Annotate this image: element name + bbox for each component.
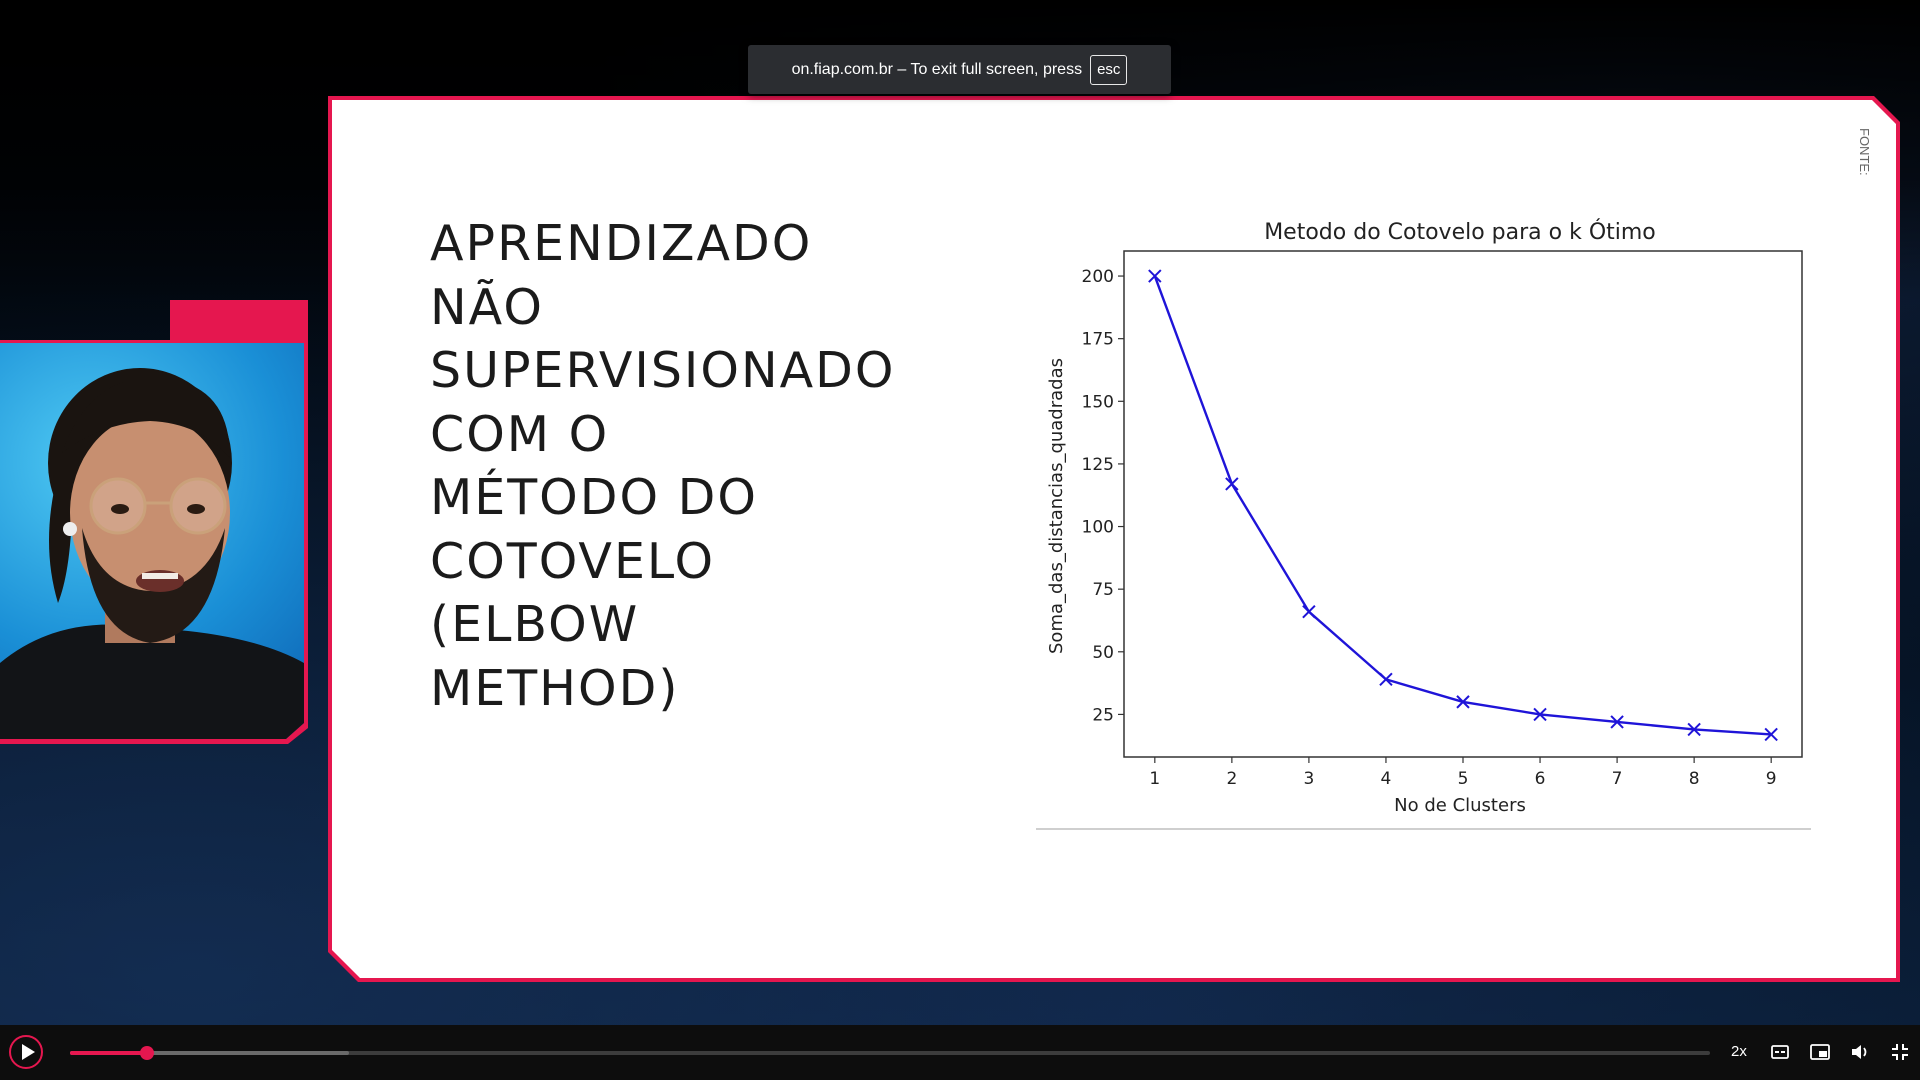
chart-underline: [1036, 828, 1811, 830]
progress-played: [70, 1051, 148, 1055]
fullscreen-notice-text: on.fiap.com.br – To exit full screen, pr…: [791, 60, 1083, 78]
progress-buffered: [70, 1051, 349, 1055]
y-tick-label: 200: [1082, 267, 1114, 287]
y-tick-label: 150: [1082, 392, 1114, 412]
x-tick-label: 1: [1149, 769, 1160, 789]
chart-title: Metodo do Cotovelo para o k Ótimo: [1264, 219, 1656, 245]
y-tick-label: 25: [1092, 705, 1114, 725]
y-tick-label: 50: [1092, 643, 1114, 663]
x-tick-label: 3: [1303, 769, 1314, 789]
chart-ylabel: Soma_das_distancias_quadradas: [1046, 358, 1067, 654]
x-tick-label: 5: [1458, 769, 1469, 789]
x-tick-label: 9: [1766, 769, 1777, 789]
slide-accent-top: [1545, 96, 1670, 100]
playback-speed-button[interactable]: 2x: [1731, 1043, 1747, 1060]
volume-icon[interactable]: [1848, 1040, 1872, 1064]
x-tick-label: 7: [1612, 769, 1623, 789]
x-tick-label: 4: [1381, 769, 1392, 789]
data-point: [1456, 695, 1470, 709]
x-tick-label: 2: [1226, 769, 1237, 789]
progress-scrubber[interactable]: [140, 1046, 155, 1060]
webcam-feed: [0, 343, 304, 739]
data-point: [1225, 477, 1239, 491]
fullscreen-notice: on.fiap.com.br – To exit full screen, pr…: [748, 45, 1171, 94]
progress-bar[interactable]: [70, 1046, 1710, 1060]
x-tick-label: 6: [1535, 769, 1546, 789]
slide-title: APRENDIZADO NÃO SUPERVISIONADO COM O MÉT…: [430, 215, 896, 717]
data-point: [1533, 707, 1547, 722]
play-button[interactable]: [9, 1035, 43, 1069]
esc-key-badge: esc: [1090, 54, 1128, 85]
x-ticks: 1 2 3 4 5 6 7 8 9: [1149, 757, 1777, 789]
elbow-chart: Metodo do Cotovelo para o k Ótimo No de …: [1046, 219, 1803, 816]
y-ticks: 25 50 75 100 125 150 175 200: [1082, 267, 1124, 725]
series-markers: [1148, 269, 1778, 742]
picture-in-picture-icon[interactable]: [1808, 1040, 1832, 1064]
video-stage[interactable]: APRENDIZADO NÃO SUPERVISIONADO COM O MÉT…: [0, 0, 1920, 1025]
x-tick-label: 8: [1689, 769, 1700, 789]
presenter-image: [0, 368, 304, 739]
slide-accent-bottom: [556, 978, 684, 982]
data-point: [1764, 727, 1778, 742]
y-tick-label: 175: [1082, 330, 1114, 350]
data-point: [1302, 605, 1316, 619]
source-label: FONTE:: [1857, 128, 1872, 176]
data-point: [1687, 722, 1701, 737]
chart-xlabel: No de Clusters: [1394, 795, 1526, 816]
data-point: [1610, 715, 1624, 729]
slide: [332, 100, 1896, 978]
series-line: [1153, 275, 1772, 736]
y-tick-label: 125: [1082, 455, 1114, 475]
subtitles-icon[interactable]: [1768, 1040, 1792, 1064]
data-point: [1148, 269, 1162, 283]
y-tick-label: 100: [1082, 518, 1114, 538]
plot-area: [1123, 250, 1803, 758]
play-icon: [21, 1044, 35, 1060]
exit-fullscreen-icon[interactable]: [1888, 1040, 1912, 1064]
data-point: [1379, 672, 1393, 687]
y-tick-label: 75: [1092, 580, 1114, 600]
